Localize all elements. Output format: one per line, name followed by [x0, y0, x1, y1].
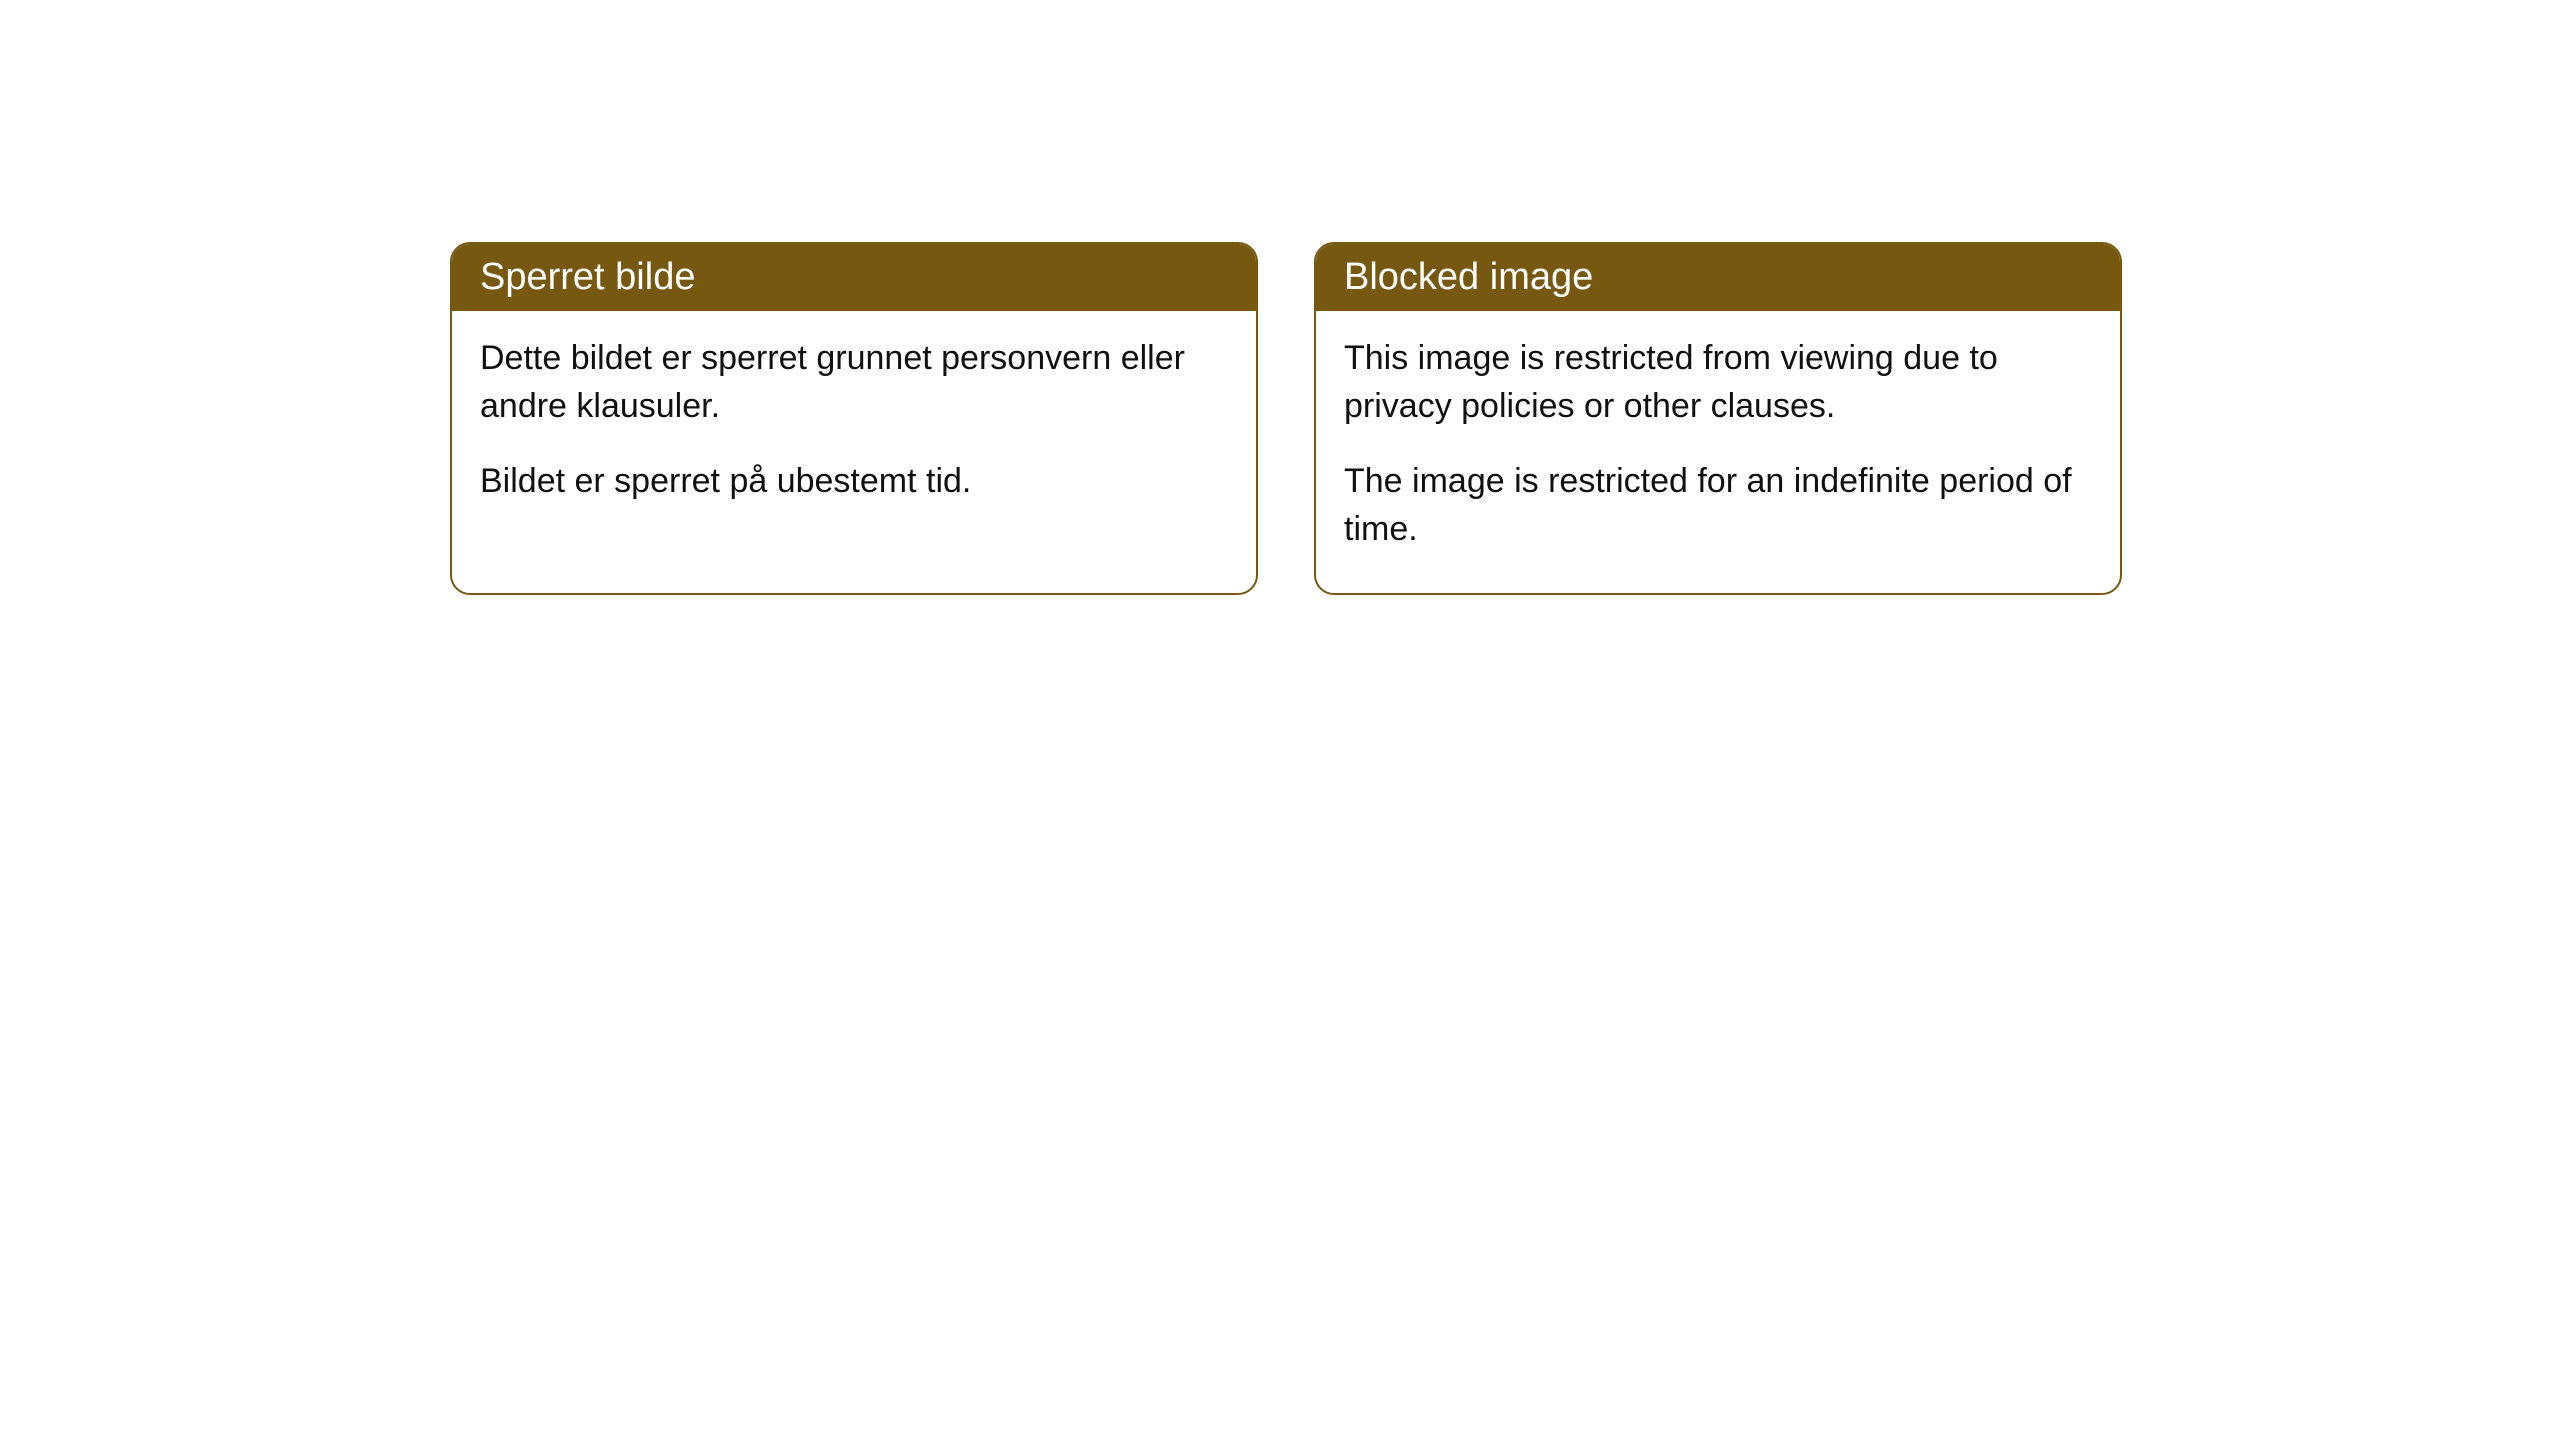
cards-container: Sperret bilde Dette bildet er sperret gr… [450, 242, 2560, 595]
card-header-norwegian: Sperret bilde [452, 244, 1256, 311]
card-paragraph-1-norwegian: Dette bildet er sperret grunnet personve… [480, 335, 1228, 430]
card-paragraph-1-english: This image is restricted from viewing du… [1344, 335, 2092, 430]
card-header-english: Blocked image [1316, 244, 2120, 311]
card-english: Blocked image This image is restricted f… [1314, 242, 2122, 595]
card-paragraph-2-norwegian: Bildet er sperret på ubestemt tid. [480, 458, 1228, 506]
card-norwegian: Sperret bilde Dette bildet er sperret gr… [450, 242, 1258, 595]
card-paragraph-2-english: The image is restricted for an indefinit… [1344, 458, 2092, 553]
card-body-english: This image is restricted from viewing du… [1316, 311, 2120, 593]
card-body-norwegian: Dette bildet er sperret grunnet personve… [452, 311, 1256, 546]
